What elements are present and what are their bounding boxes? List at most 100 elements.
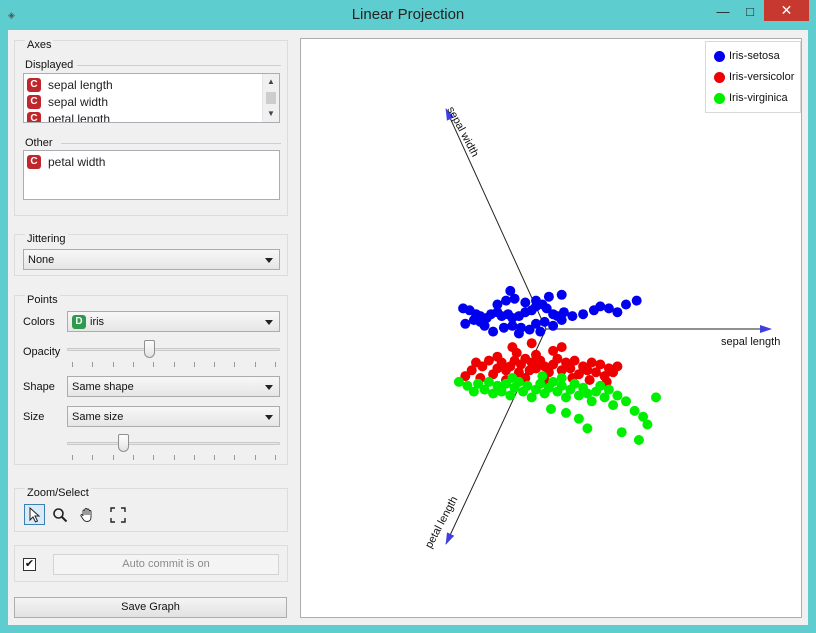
data-point bbox=[468, 386, 479, 397]
data-point bbox=[488, 326, 499, 337]
displayed-divider bbox=[75, 65, 281, 66]
list-item[interactable]: C sepal length bbox=[27, 77, 113, 93]
data-point bbox=[531, 295, 541, 306]
list-item-label: petal length bbox=[48, 112, 111, 123]
hand-icon bbox=[79, 507, 91, 522]
data-point bbox=[505, 390, 516, 401]
size-slider-handle[interactable] bbox=[117, 434, 129, 452]
chevron-down-icon bbox=[265, 415, 273, 420]
data-point bbox=[638, 411, 649, 422]
maximize-icon[interactable]: □ bbox=[746, 4, 754, 19]
pan-tool-button[interactable] bbox=[76, 504, 97, 525]
data-point bbox=[633, 435, 644, 445]
data-point bbox=[539, 316, 550, 327]
size-select[interactable]: Same size bbox=[67, 406, 280, 427]
shape-label: Shape bbox=[23, 381, 55, 393]
data-point bbox=[565, 363, 576, 374]
data-point bbox=[535, 326, 546, 337]
data-point bbox=[548, 320, 559, 331]
axes-group: Axes Displayed C sepal length C sepal wi… bbox=[14, 39, 288, 216]
size-slider-groove[interactable] bbox=[67, 442, 280, 445]
slider-tick bbox=[234, 455, 236, 460]
data-point bbox=[586, 357, 597, 368]
opacity-slider-handle[interactable] bbox=[143, 340, 155, 358]
other-axes-list[interactable]: C petal width bbox=[23, 150, 280, 200]
minimize-icon[interactable]: — bbox=[716, 4, 730, 19]
data-point bbox=[548, 345, 559, 356]
data-point bbox=[492, 299, 503, 310]
displayed-axes-list[interactable]: C sepal length C sepal width C petal len… bbox=[23, 73, 280, 123]
slider-tick bbox=[72, 362, 73, 367]
legend-label: Iris-setosa bbox=[729, 50, 780, 62]
jittering-group: Jittering None bbox=[14, 233, 288, 276]
projection-canvas[interactable]: sepal length sepal width petal length bbox=[301, 39, 801, 617]
chevron-down-icon bbox=[265, 385, 273, 390]
displayed-list-scrollbar[interactable]: ▲ ▼ bbox=[262, 74, 279, 122]
auto-commit-checkbox[interactable]: ✔ bbox=[23, 558, 36, 571]
scroll-down-icon[interactable]: ▼ bbox=[267, 109, 275, 118]
data-point bbox=[586, 396, 597, 407]
legend-item: Iris-versicolor bbox=[714, 69, 794, 85]
slider-tick bbox=[214, 455, 216, 460]
save-graph-button[interactable]: Save Graph bbox=[14, 597, 287, 618]
data-point bbox=[531, 318, 541, 329]
opacity-slider-groove[interactable] bbox=[67, 348, 280, 351]
zoom-select-group: Zoom/Select bbox=[14, 487, 288, 532]
slider-tick bbox=[254, 362, 256, 367]
colors-label: Colors bbox=[23, 316, 55, 328]
data-point bbox=[460, 371, 471, 382]
commit-button[interactable]: Auto commit is on bbox=[53, 554, 279, 575]
zoom-tool-button[interactable] bbox=[49, 504, 70, 525]
slider-tick bbox=[234, 362, 236, 367]
data-point bbox=[556, 365, 567, 376]
continuous-variable-icon: C bbox=[27, 78, 41, 92]
reset-zoom-button[interactable] bbox=[107, 504, 128, 525]
data-point bbox=[541, 303, 552, 314]
data-point bbox=[498, 322, 509, 333]
data-point bbox=[460, 318, 471, 329]
data-point bbox=[569, 355, 580, 366]
list-item[interactable]: C sepal width bbox=[27, 94, 108, 110]
points-group-title: Points bbox=[25, 294, 60, 306]
legend-item: Iris-virginica bbox=[714, 90, 788, 106]
data-point bbox=[629, 405, 640, 416]
data-point bbox=[567, 311, 578, 322]
list-item[interactable]: C petal width bbox=[27, 154, 105, 170]
zoom-select-group-title: Zoom/Select bbox=[25, 487, 91, 499]
data-point bbox=[505, 285, 516, 296]
legend-label: Iris-versicolor bbox=[729, 71, 795, 83]
data-point bbox=[573, 413, 584, 424]
continuous-variable-icon: C bbox=[27, 112, 41, 122]
colors-select[interactable]: D iris bbox=[67, 311, 280, 332]
close-icon[interactable]: ✕ bbox=[764, 0, 809, 21]
data-point bbox=[531, 363, 541, 374]
data-point bbox=[535, 378, 546, 389]
slider-tick bbox=[132, 455, 134, 460]
chevron-down-icon bbox=[265, 320, 273, 325]
data-point bbox=[616, 427, 627, 438]
scroll-thumb[interactable] bbox=[266, 92, 276, 104]
shape-select[interactable]: Same shape bbox=[67, 376, 280, 397]
displayed-label: Displayed bbox=[25, 59, 78, 71]
data-point bbox=[522, 380, 533, 391]
data-point bbox=[473, 378, 484, 389]
jittering-select[interactable]: None bbox=[23, 249, 280, 270]
data-point bbox=[621, 396, 631, 407]
data-point bbox=[477, 361, 488, 372]
scroll-up-icon[interactable]: ▲ bbox=[267, 77, 275, 86]
data-point bbox=[513, 328, 524, 339]
data-point bbox=[492, 351, 503, 362]
projection-axis bbox=[445, 108, 547, 330]
data-point bbox=[561, 392, 571, 403]
jittering-value: None bbox=[28, 253, 55, 266]
slider-tick bbox=[275, 455, 276, 460]
slider-tick bbox=[132, 362, 134, 367]
select-tool-button[interactable] bbox=[24, 504, 45, 525]
data-point bbox=[513, 367, 524, 378]
axes-group-title: Axes bbox=[25, 39, 54, 51]
data-point bbox=[496, 386, 507, 397]
data-point bbox=[479, 320, 490, 331]
projection-plot[interactable]: sepal length sepal width petal length Iris… bbox=[300, 38, 802, 618]
list-item[interactable]: C petal length bbox=[27, 111, 111, 123]
